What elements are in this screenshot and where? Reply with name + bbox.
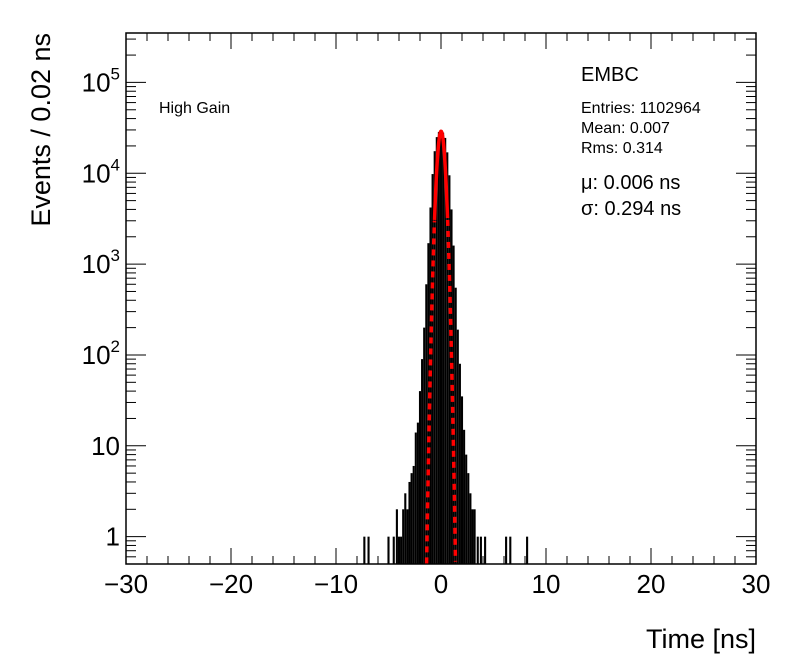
histogram-bin	[406, 509, 409, 564]
y-tick-label: 10	[91, 431, 120, 461]
histogram-bin	[463, 429, 466, 564]
histogram-bin	[418, 391, 422, 564]
y-tick-label: 1	[106, 522, 120, 552]
histogram-bin	[484, 536, 487, 564]
histogram-bin	[423, 327, 426, 564]
gain-label: High Gain	[159, 100, 230, 117]
x-tick-label: −30	[104, 569, 148, 599]
x-tick-label: −20	[209, 569, 253, 599]
histogram-bin	[410, 473, 413, 564]
histogram-bin	[458, 363, 461, 564]
histogram-bin	[421, 359, 424, 564]
histogram-bin	[408, 481, 411, 564]
histogram-bin	[473, 509, 476, 564]
histogram-bin	[433, 151, 436, 564]
histogram-bin	[471, 509, 474, 564]
x-tick-label: 10	[532, 569, 561, 599]
histogram-bin	[404, 493, 407, 564]
x-axis-tick-labels: −30 −20 −10 0 10 20 30	[104, 569, 771, 599]
y-tick-label: 104	[82, 155, 120, 188]
histogram-bin	[465, 454, 468, 564]
histogram-bin	[431, 174, 434, 564]
histogram-bin	[412, 465, 415, 564]
fit-mu-label: μ: 0.006 ns	[581, 172, 680, 194]
mean-label: Mean: 0.007	[581, 120, 670, 137]
histogram-bin	[439, 131, 443, 564]
histogram-bin	[479, 536, 482, 564]
histogram-bin	[387, 536, 390, 564]
histogram-bin	[448, 175, 451, 565]
entries-label: Entries: 1102964	[581, 100, 701, 117]
x-tick-label: 20	[637, 569, 666, 599]
histogram-bin	[400, 536, 403, 564]
x-tick-label: 0	[434, 569, 448, 599]
histogram-bin	[509, 536, 512, 564]
histogram-bin	[505, 536, 508, 564]
histogram-bin	[363, 536, 366, 564]
histogram-bin	[442, 132, 445, 565]
histogram-bin	[416, 422, 419, 564]
histogram-bin	[469, 493, 472, 564]
x-tick-label: −10	[314, 569, 358, 599]
y-tick-label: 105	[82, 64, 120, 97]
fit-sigma-label: σ: 0.294 ns	[581, 198, 681, 220]
histogram-bin	[526, 536, 529, 564]
fit-curve-core	[432, 129, 450, 220]
histogram-bin	[435, 137, 438, 564]
histogram-bins	[363, 131, 529, 565]
x-tick-label: 30	[742, 569, 771, 599]
histogram-bin	[437, 131, 440, 564]
x-axis-ticks	[125, 33, 757, 564]
histogram-bin	[467, 473, 470, 564]
fit-curve-left-tail	[424, 220, 437, 564]
histogram-bin	[414, 432, 417, 564]
histogram-bin	[476, 536, 479, 564]
rms-label: Rms: 0.314	[581, 140, 663, 157]
x-axis-label: Time [ns]	[646, 624, 756, 654]
histogram-bin	[456, 329, 459, 564]
y-axis-label: Events / 0.02 ns	[26, 33, 56, 227]
histogram-bin	[392, 536, 395, 564]
histogram-bin	[402, 509, 405, 564]
detector-label: EMBC	[581, 64, 639, 86]
histogram-bin	[446, 152, 449, 565]
histogram-bin	[460, 396, 464, 564]
y-tick-label: 103	[82, 246, 120, 279]
fit-curve-right-tail	[445, 219, 458, 562]
histogram-bin	[425, 284, 428, 564]
histogram-bin	[395, 509, 398, 564]
gaussian-fit	[424, 129, 458, 564]
y-axis-tick-labels: 1 10 102 103 104 105	[82, 64, 120, 551]
y-axis-ticks	[126, 38, 756, 565]
y-tick-label: 102	[82, 337, 120, 370]
histogram-bin	[367, 536, 370, 564]
histogram-bin	[452, 245, 455, 564]
histogram-bin	[454, 287, 457, 564]
histogram-bin	[397, 536, 401, 564]
histogram-bin	[444, 137, 447, 564]
